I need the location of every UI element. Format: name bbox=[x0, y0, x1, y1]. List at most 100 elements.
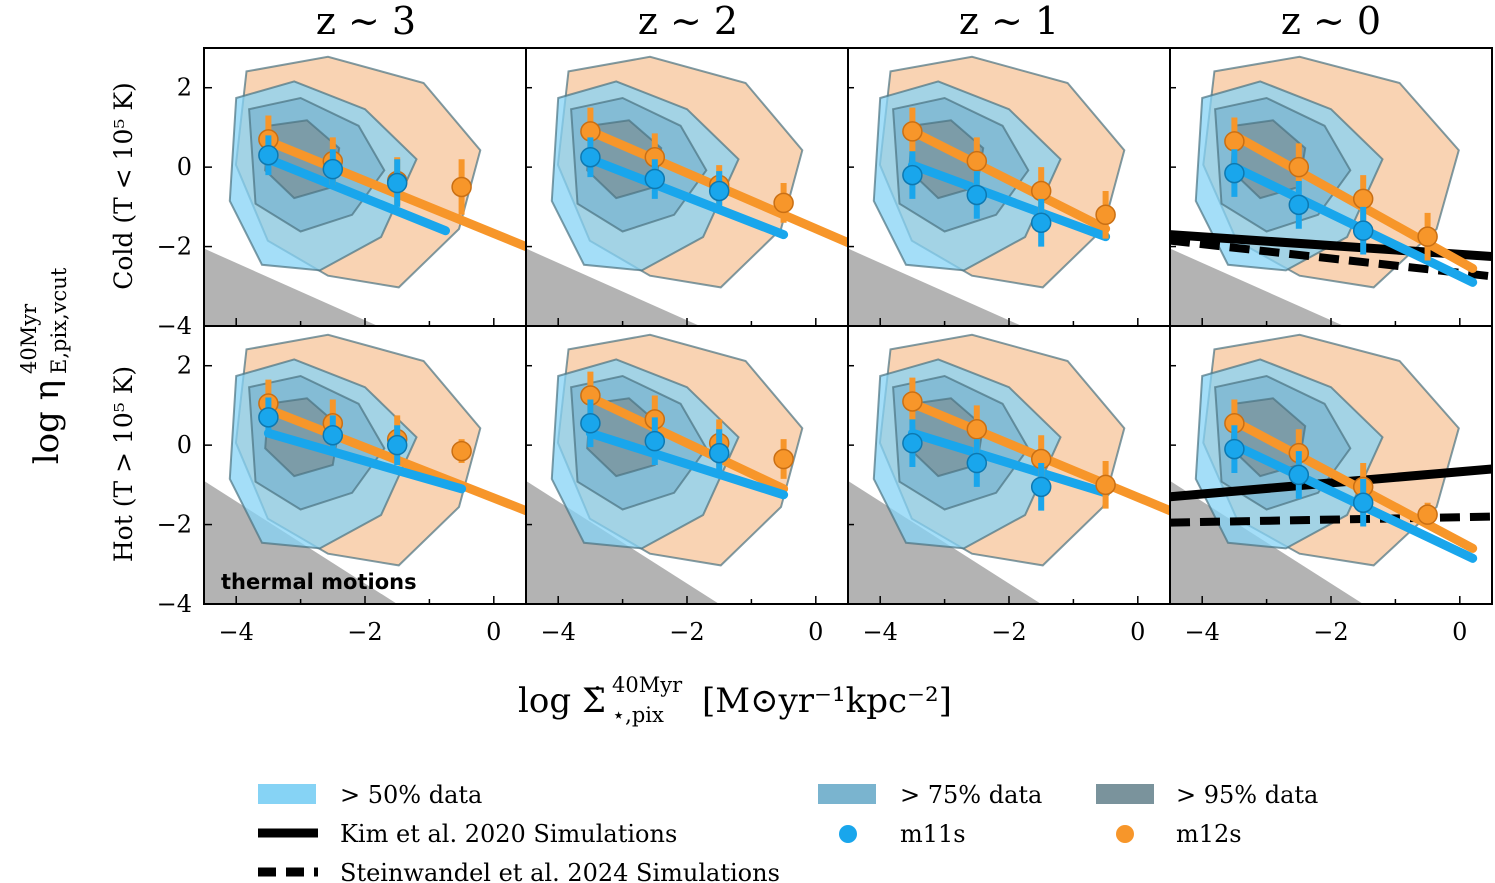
column-title-z1: z ∼ 1 bbox=[959, 0, 1059, 43]
y-axis-label-sup: 40Myr bbox=[17, 303, 41, 374]
steinwandel-2024-line bbox=[1170, 512, 1492, 527]
legend-label-m12s: m12s bbox=[1176, 820, 1242, 848]
panel-plot-area bbox=[1170, 55, 1492, 326]
x-tick-label: 0 bbox=[808, 618, 823, 646]
m12s-point bbox=[1417, 504, 1438, 525]
panels-layer: −4 −2 0 2 −4 −2 0 2 −4 −2 0 −4 −2 0 −4 −2 0 −4 −2 0 bbox=[157, 47, 1493, 646]
m11s-point bbox=[258, 407, 279, 428]
column-title-z3: z ∼ 3 bbox=[316, 0, 416, 43]
m11s-point bbox=[644, 168, 666, 190]
column-title-z0: z ∼ 0 bbox=[1281, 0, 1381, 43]
row-label-cold: Cold (T < 10⁵ K) bbox=[109, 82, 138, 290]
column-title-z2: z ∼ 2 bbox=[638, 0, 738, 43]
x-tick-label: −2 bbox=[1313, 618, 1348, 646]
m11s-point bbox=[902, 432, 923, 454]
panel-hot-2: −4 −2 0 bbox=[847, 325, 1171, 646]
m11s-point bbox=[322, 158, 344, 180]
legend-label-95: > 95% data bbox=[1176, 781, 1318, 809]
x-tick-label: −4 bbox=[219, 618, 254, 646]
legend-patch-50 bbox=[258, 784, 316, 804]
panel-cold-0: −4 −2 0 2 bbox=[157, 47, 527, 340]
m11s-fit-line bbox=[907, 428, 1111, 498]
m11s-point bbox=[966, 452, 988, 474]
x-tick-label: −4 bbox=[541, 618, 576, 646]
m11s-point bbox=[708, 442, 730, 464]
x-tick-label: −4 bbox=[1185, 618, 1220, 646]
m11s-point bbox=[580, 413, 601, 434]
m11s-point bbox=[1224, 162, 1245, 184]
m11s-fit-line bbox=[907, 160, 1111, 242]
legend: > 50% data > 75% data > 95% data Kim et … bbox=[258, 781, 1318, 883]
steinwandel-2024-line bbox=[1170, 236, 1492, 281]
x-axis-label-main: log Σ̇ bbox=[518, 681, 606, 721]
m11s-point bbox=[1288, 194, 1310, 216]
legend-dot-m11s bbox=[839, 825, 857, 843]
y-tick-label: 2 bbox=[177, 74, 192, 102]
legend-label-kim: Kim et al. 2020 Simulations bbox=[340, 820, 677, 848]
panel-plot-area bbox=[848, 55, 1126, 326]
y-tick-label: −4 bbox=[157, 312, 192, 340]
y-tick-label: 0 bbox=[177, 153, 192, 181]
m11s-point bbox=[1288, 464, 1310, 486]
m11s-point bbox=[1030, 212, 1052, 233]
m11s-point bbox=[580, 146, 601, 168]
panel-plot-area bbox=[204, 333, 526, 604]
m12s-point bbox=[1417, 226, 1438, 247]
row-label-hot: Hot (T > 10⁵ K) bbox=[109, 366, 138, 562]
thermal-motions-annotation: thermal motions bbox=[221, 570, 417, 594]
m12s-point bbox=[1288, 156, 1310, 178]
panel-plot-area bbox=[526, 333, 804, 604]
legend-label-m11s: m11s bbox=[900, 820, 966, 848]
y-tick-label: 2 bbox=[177, 352, 192, 380]
m11s-fit-line bbox=[263, 154, 450, 236]
m11s-fit-line bbox=[585, 428, 789, 500]
y-tick-label: −2 bbox=[157, 511, 192, 539]
thermal-motions-region bbox=[1170, 248, 1344, 326]
thermal-motions-region bbox=[848, 248, 1022, 326]
x-tick-label: 0 bbox=[1452, 618, 1467, 646]
m12s-fit-line bbox=[907, 126, 1111, 234]
y-tick-label: −4 bbox=[157, 590, 192, 618]
panel-plot-area bbox=[1170, 333, 1492, 604]
x-axis-label-sup: 40Myr bbox=[612, 673, 683, 697]
panel-hot-3: −4 −2 0 bbox=[1169, 325, 1493, 646]
panel-plot-area bbox=[204, 55, 526, 326]
m12s-point bbox=[1224, 131, 1245, 152]
m12s-point bbox=[451, 176, 472, 198]
m11s-point bbox=[644, 430, 666, 452]
m11s-point bbox=[1352, 492, 1374, 513]
m11s-point bbox=[1224, 438, 1245, 460]
m11s-point bbox=[386, 172, 408, 194]
y-axis-label-main: log η bbox=[27, 380, 67, 464]
panel-hot-1: −4 −2 0 bbox=[525, 325, 849, 646]
legend-label-75: > 75% data bbox=[900, 781, 1042, 809]
thermal-motions-region bbox=[526, 248, 700, 326]
legend-label-stein: Steinwandel et al. 2024 Simulations bbox=[340, 859, 780, 883]
m12s-point bbox=[1095, 474, 1116, 496]
m11s-point bbox=[386, 434, 408, 456]
m11s-point bbox=[966, 184, 988, 206]
m11s-point bbox=[1352, 220, 1374, 241]
m11s-point bbox=[258, 144, 279, 166]
y-axis-label: log η 40Myr E,pix,vcut bbox=[17, 267, 71, 464]
m12s-point bbox=[1095, 204, 1116, 226]
panel-plot-area bbox=[848, 333, 1170, 604]
m11s-point bbox=[708, 180, 730, 202]
m11s-fit-line bbox=[1229, 162, 1478, 287]
x-axis-label: log Σ̇ 40Myr ⋆,pix [M⊙yr⁻¹kpc⁻²] bbox=[518, 673, 952, 727]
m12s-point bbox=[451, 440, 472, 462]
legend-dot-m12s bbox=[1116, 825, 1134, 843]
thermal-motions-region bbox=[204, 248, 378, 326]
legend-patch-95 bbox=[1096, 784, 1154, 804]
x-tick-label: −2 bbox=[991, 618, 1026, 646]
kim-2020-line bbox=[1170, 464, 1492, 502]
panel-cold-3 bbox=[1169, 47, 1493, 327]
m11s-fit-line bbox=[585, 154, 789, 240]
m12s-fit-line bbox=[585, 392, 789, 494]
panel-plot-area bbox=[526, 55, 848, 326]
m12s-point bbox=[902, 121, 923, 142]
m12s-point bbox=[1352, 188, 1374, 210]
m12s-point bbox=[773, 192, 794, 214]
panel-hot-0: −4 −2 0 2 −4 −2 0 bbox=[157, 325, 527, 646]
